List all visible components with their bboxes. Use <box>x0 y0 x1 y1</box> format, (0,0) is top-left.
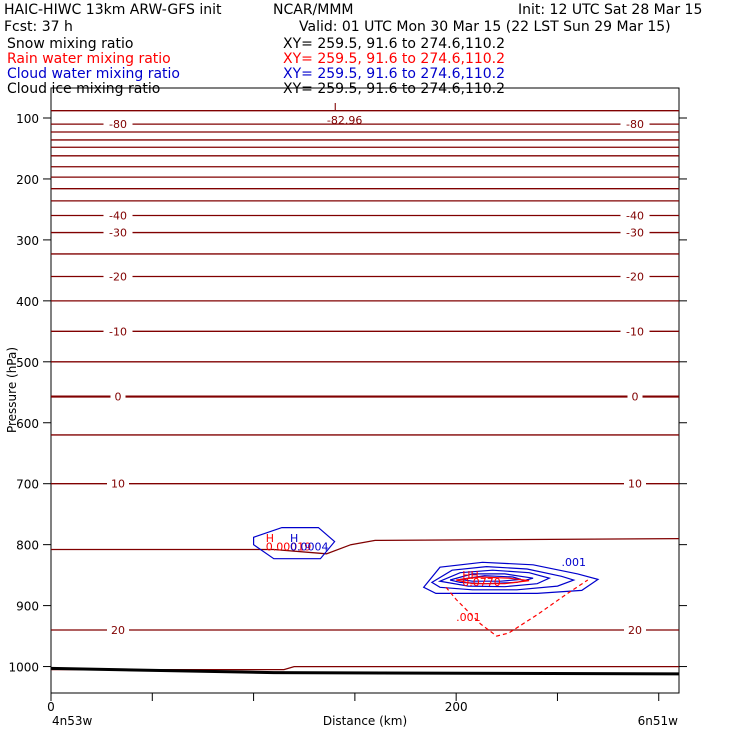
x-end-label-right: 6n51w <box>638 714 679 728</box>
isotherm-label: -40 <box>109 210 127 223</box>
x-end-label-left: 4n53w <box>52 714 93 728</box>
cloud-water-contour <box>253 527 336 560</box>
extremum-label: 0.0770 <box>462 576 501 589</box>
extremum-label: H <box>266 532 274 545</box>
surface-line <box>50 666 680 676</box>
isotherm-label: -20 <box>109 270 127 283</box>
isotherm-label: -30 <box>626 227 644 240</box>
isotherm-label: 20 <box>111 624 125 637</box>
min-marker: L <box>334 101 341 114</box>
isotherm-label: 20 <box>628 624 642 637</box>
y-tick-label: 900 <box>16 600 39 614</box>
extremum-label: 0.00019 <box>266 541 312 554</box>
extremum-label: 0.0004 <box>290 541 329 554</box>
plot-frame <box>50 87 680 694</box>
x-tick-label: 0 <box>47 700 55 714</box>
header-fcst: Fcst: 37 h <box>4 19 73 35</box>
field-name: Cloud water mixing ratio <box>7 66 180 82</box>
field-xy: XY= 259.5, 91.6 to 274.6,110.2 <box>283 36 505 52</box>
y-tick-label: 300 <box>16 234 39 248</box>
extremum-label: HH <box>462 569 479 582</box>
cloud-water-contour <box>430 565 576 591</box>
rain-water-contour-label: .001 <box>456 611 481 624</box>
cloud-water-contour <box>437 569 552 588</box>
y-tick-label: 100 <box>16 112 39 126</box>
isotherm-label: 10 <box>628 478 642 491</box>
header-valid: Valid: 01 UTC Mon 30 Mar 15 (22 LST Sun … <box>299 19 671 35</box>
header-init: Init: 12 UTC Sat 28 Mar 15 <box>518 2 702 18</box>
isotherm-label: -30 <box>109 227 127 240</box>
field-name: Snow mixing ratio <box>7 36 133 52</box>
x-axis-label: Distance (km) <box>323 714 407 728</box>
field-name: Cloud ice mixing ratio <box>7 81 160 97</box>
rain-water-contour <box>445 579 589 637</box>
cloud-water-contour <box>422 561 600 594</box>
field-name: Rain water mixing ratio <box>7 51 171 67</box>
isotherm-label: 0 <box>632 391 639 404</box>
isotherm-label: -10 <box>109 325 127 338</box>
y-tick-label: 800 <box>16 539 39 553</box>
y-tick-label: 700 <box>16 478 39 492</box>
isotherm-label: -40 <box>626 210 644 223</box>
y-tick-label: 1000 <box>8 661 39 675</box>
y-tick-label: 400 <box>16 295 39 309</box>
isotherm-line <box>51 537 680 555</box>
y-tick-label: 500 <box>16 356 39 370</box>
isotherm-label: -80 <box>626 118 644 131</box>
cloud-water-contour-label: .001 <box>562 556 587 569</box>
field-xy: XY= 259.5, 91.6 to 274.6,110.2 <box>283 81 505 97</box>
isotherm-label: 0 <box>115 391 122 404</box>
isotherm-label: -80 <box>109 118 127 131</box>
x-tick-label: 200 <box>445 700 468 714</box>
isotherm-label: -10 <box>626 325 644 338</box>
field-xy: XY= 259.5, 91.6 to 274.6,110.2 <box>283 66 505 82</box>
header-center: NCAR/MMM <box>273 2 354 18</box>
isotherm-label: 10 <box>111 478 125 491</box>
y-tick-label: 200 <box>16 173 39 187</box>
y-axis-label: Pressure (hPa) <box>5 347 19 433</box>
extremum-label: H <box>290 532 298 545</box>
rain-water-contour <box>456 576 530 585</box>
field-xy: XY= 259.5, 91.6 to 274.6,110.2 <box>283 51 505 67</box>
min-value: -82.96 <box>327 114 362 127</box>
isotherm-label: -20 <box>626 270 644 283</box>
header-title: HAIC-HIWC 13km ARW-GFS init <box>4 2 222 18</box>
y-tick-label: 600 <box>16 417 39 431</box>
